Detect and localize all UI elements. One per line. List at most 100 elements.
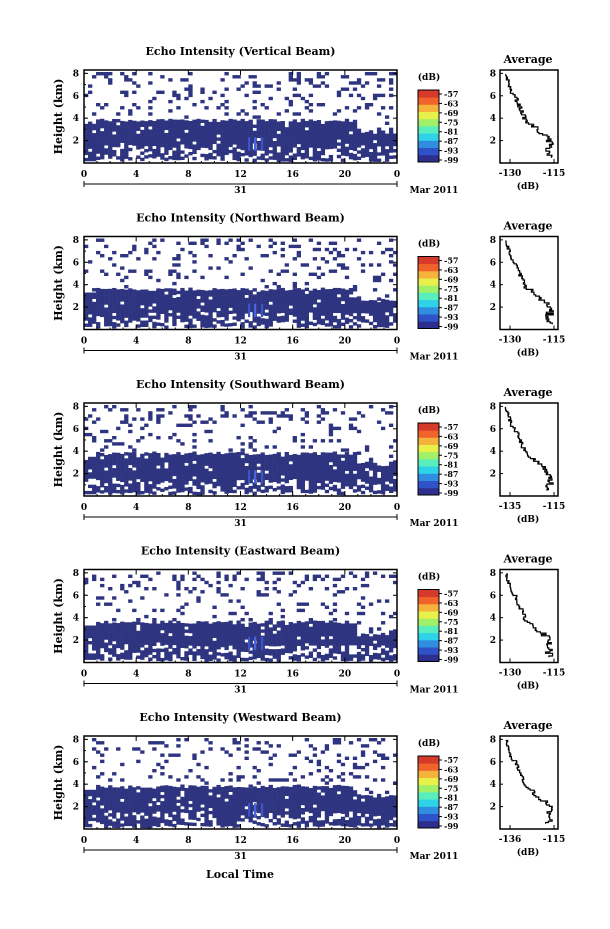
echo-cell <box>116 298 121 302</box>
echo-cell <box>124 90 129 94</box>
echo-cell <box>192 654 197 658</box>
echo-cell <box>208 623 213 628</box>
echo-cell <box>216 470 221 474</box>
echo-cell <box>200 144 205 148</box>
echo-cell <box>196 799 201 803</box>
echo-cell <box>372 72 378 76</box>
echo-cell <box>108 602 113 606</box>
echo-cell <box>208 747 213 751</box>
echo-cell <box>284 473 289 478</box>
echo-cell <box>240 802 245 807</box>
echo-cell <box>188 151 193 156</box>
echo-cell <box>352 129 358 133</box>
echo-cell <box>332 142 338 146</box>
echo-cell <box>312 473 318 478</box>
echo-cell <box>312 294 318 299</box>
echo-cell <box>288 489 293 493</box>
echo-cell <box>176 639 181 643</box>
echo-cell <box>172 623 177 627</box>
echo-cell <box>124 653 129 657</box>
echo-cell <box>108 139 113 144</box>
echo-cell <box>344 131 350 135</box>
echo-cell <box>244 124 249 128</box>
echo-cell <box>392 272 398 276</box>
echo-cell <box>328 651 334 655</box>
echo-cell <box>116 638 121 642</box>
echo-cell <box>208 429 213 434</box>
echo-cell <box>192 466 197 471</box>
echo-cell <box>328 323 334 327</box>
echo-cell <box>236 645 241 649</box>
echo-cell <box>236 238 241 242</box>
echo-cell <box>356 654 362 659</box>
echo-cell <box>244 630 249 634</box>
echo-cell <box>296 302 301 307</box>
echo-cell <box>388 645 394 650</box>
echo-cell <box>232 138 237 142</box>
echo-cell <box>264 124 269 128</box>
profile-y-label: 2 <box>490 137 496 147</box>
echo-cell <box>224 465 229 470</box>
echo-cell <box>384 139 390 144</box>
echo-cell <box>132 624 137 629</box>
echo-cell <box>120 643 125 647</box>
echo-cell <box>216 289 221 293</box>
echo-cell <box>148 790 153 795</box>
echo-cell <box>104 301 109 305</box>
echo-cell <box>296 583 301 588</box>
echo-cell <box>152 485 157 489</box>
echo-cell <box>244 481 249 485</box>
echo-cell <box>312 657 318 662</box>
echo-cell <box>376 302 382 306</box>
echo-cell <box>252 84 257 88</box>
echo-cell <box>268 658 273 662</box>
echo-cell <box>96 637 101 641</box>
echo-cell <box>148 123 153 127</box>
echo-cell <box>344 152 350 157</box>
echo-cell <box>320 486 326 490</box>
echo-cell <box>328 123 334 128</box>
echo-cell <box>220 818 225 822</box>
echo-cell <box>144 142 149 147</box>
echo-cell <box>280 287 285 292</box>
echo-cell <box>192 571 197 575</box>
echo-cell <box>236 632 241 637</box>
echo-cell <box>136 786 141 790</box>
echo-cell <box>152 769 157 773</box>
echo-cell <box>112 263 117 267</box>
echo-cell <box>224 810 229 815</box>
echo-cell <box>224 99 229 104</box>
echo-cell <box>128 461 133 466</box>
echo-cell <box>244 130 249 134</box>
echo-cell <box>232 636 237 641</box>
echo-cell <box>164 132 169 137</box>
echo-cell <box>360 469 366 473</box>
echo-cell <box>328 241 334 245</box>
echo-cell <box>100 254 105 258</box>
echo-cell <box>256 472 261 477</box>
echo-cell <box>104 633 109 637</box>
echo-cell <box>360 151 366 155</box>
echo-cell <box>156 654 161 658</box>
echo-cell <box>228 486 233 490</box>
echo-cell <box>284 637 289 641</box>
echo-cell <box>148 112 153 116</box>
echo-cell <box>384 644 390 648</box>
echo-cell <box>268 479 273 483</box>
echo-cell <box>316 290 322 294</box>
echo-cell <box>388 312 394 317</box>
echo-cell <box>196 775 201 779</box>
x-tick-label: 8 <box>185 337 191 347</box>
echo-cell <box>304 318 310 323</box>
echo-cell <box>296 630 301 634</box>
echo-cell <box>240 303 245 307</box>
echo-cell <box>228 471 233 475</box>
echo-cell <box>200 649 205 653</box>
echo-cell <box>348 124 354 129</box>
colorbar-label: -69 <box>444 441 459 451</box>
echo-cell <box>308 131 314 136</box>
echo-cell <box>84 292 89 296</box>
echo-cell <box>92 317 97 321</box>
echo-cell <box>180 622 185 627</box>
echo-cell <box>216 806 221 811</box>
